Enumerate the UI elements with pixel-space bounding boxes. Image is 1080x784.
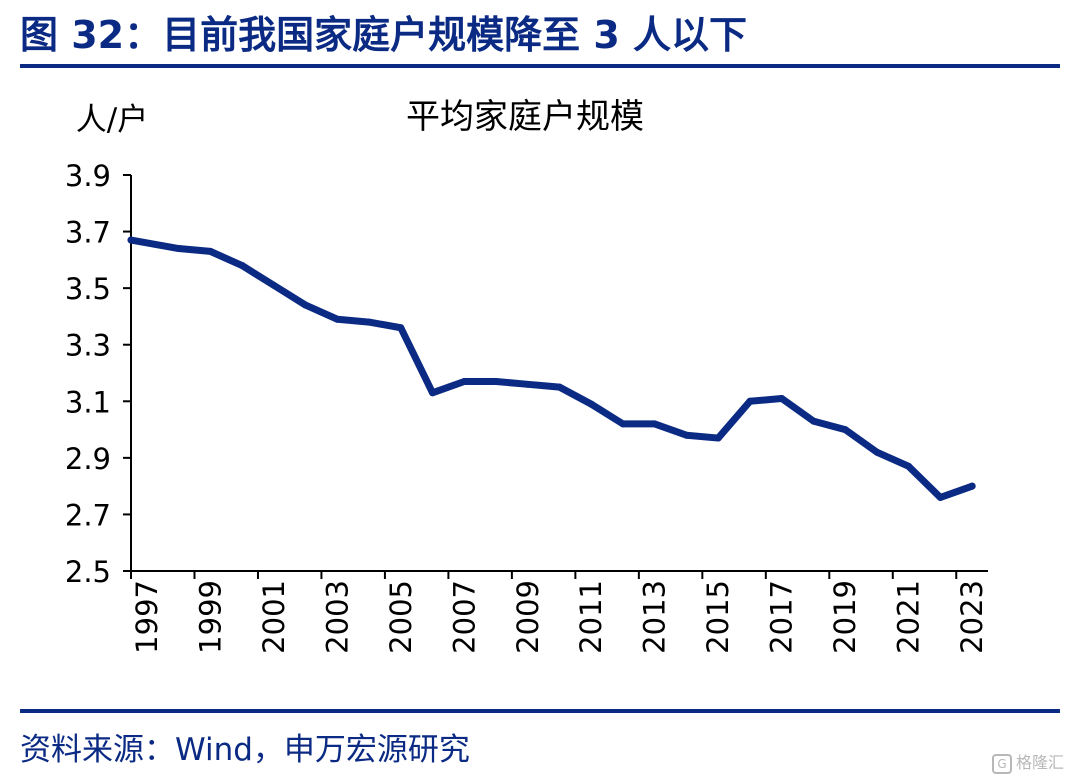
y-tick-label: 3.1 xyxy=(65,385,111,419)
data-point xyxy=(778,394,786,402)
source-note: 资料来源：Wind，申万宏源研究 xyxy=(20,732,470,768)
y-tick-label: 3.9 xyxy=(65,159,111,193)
x-tick-label: 2013 xyxy=(638,580,672,654)
y-tick-label: 3.3 xyxy=(65,329,111,363)
x-tick-label: 2003 xyxy=(320,580,354,654)
x-tick-label: 2015 xyxy=(701,580,735,654)
data-point xyxy=(556,383,563,391)
y-tick-label: 2.5 xyxy=(65,555,111,589)
data-point xyxy=(206,247,214,255)
watermark-text: 格隆汇 xyxy=(1015,753,1064,772)
x-tick-label: 1997 xyxy=(130,580,164,654)
data-point xyxy=(365,318,373,326)
data-point xyxy=(936,493,944,501)
line-chart: 平均家庭户规模 人/户 3.9 3.7 3.5 3.3 3.1 2.9 2.7 2.5 199… xyxy=(65,97,989,654)
data-point xyxy=(429,389,437,397)
x-tick-label: 2019 xyxy=(828,580,862,654)
y-tick-label: 2.7 xyxy=(65,498,111,532)
y-tick-labels: 3.9 3.7 3.5 3.3 3.1 2.9 2.7 2.5 xyxy=(65,159,111,589)
source-divider xyxy=(20,709,1060,713)
x-tick-label: 2001 xyxy=(257,580,291,654)
y-axis-label: 人/户 xyxy=(76,102,148,138)
x-tick-label: 2009 xyxy=(511,580,545,654)
watermark: G 格隆汇 xyxy=(991,752,1064,774)
x-tick-label: 2007 xyxy=(447,580,481,654)
data-point xyxy=(714,434,722,442)
data-point xyxy=(524,380,532,388)
data-point xyxy=(492,377,500,385)
y-tick-label: 2.9 xyxy=(65,442,111,476)
data-point xyxy=(905,462,913,470)
x-tick-label: 2011 xyxy=(574,580,608,654)
data-point xyxy=(841,426,849,434)
watermark-logo-icon: G xyxy=(991,753,1012,774)
axes xyxy=(123,174,988,579)
chart-title: 平均家庭户规模 xyxy=(406,97,644,137)
series-layer xyxy=(127,236,976,501)
data-point xyxy=(460,377,468,385)
data-point xyxy=(682,431,690,439)
x-tick-label: 2021 xyxy=(892,580,926,654)
data-point xyxy=(333,315,341,323)
series-line-0 xyxy=(127,236,976,501)
data-point xyxy=(270,281,278,289)
data-point xyxy=(809,417,817,425)
data-point xyxy=(175,245,183,253)
data-point xyxy=(587,400,595,408)
x-tick-labels: 1997 1999 2001 2003 2005 2007 2009 2011 2013 2015… xyxy=(130,580,989,654)
figure-title: 图 32：目前我国家庭户规模降至 3 人以下 xyxy=(20,13,748,57)
x-tick-label: 2005 xyxy=(384,580,418,654)
data-point xyxy=(873,448,881,456)
data-point xyxy=(302,301,310,309)
data-point xyxy=(968,482,976,490)
title-divider xyxy=(20,64,1060,68)
data-point xyxy=(127,236,135,244)
y-tick-label: 3.5 xyxy=(65,272,111,306)
x-tick-label: 2023 xyxy=(955,580,989,654)
data-point xyxy=(651,420,659,428)
data-point xyxy=(238,262,246,270)
x-tick-label: 1999 xyxy=(193,580,227,654)
data-point xyxy=(397,324,405,332)
y-tick-label: 3.7 xyxy=(65,216,111,250)
x-tick-label: 2017 xyxy=(765,580,799,654)
data-point xyxy=(619,420,627,428)
data-point xyxy=(746,397,754,405)
